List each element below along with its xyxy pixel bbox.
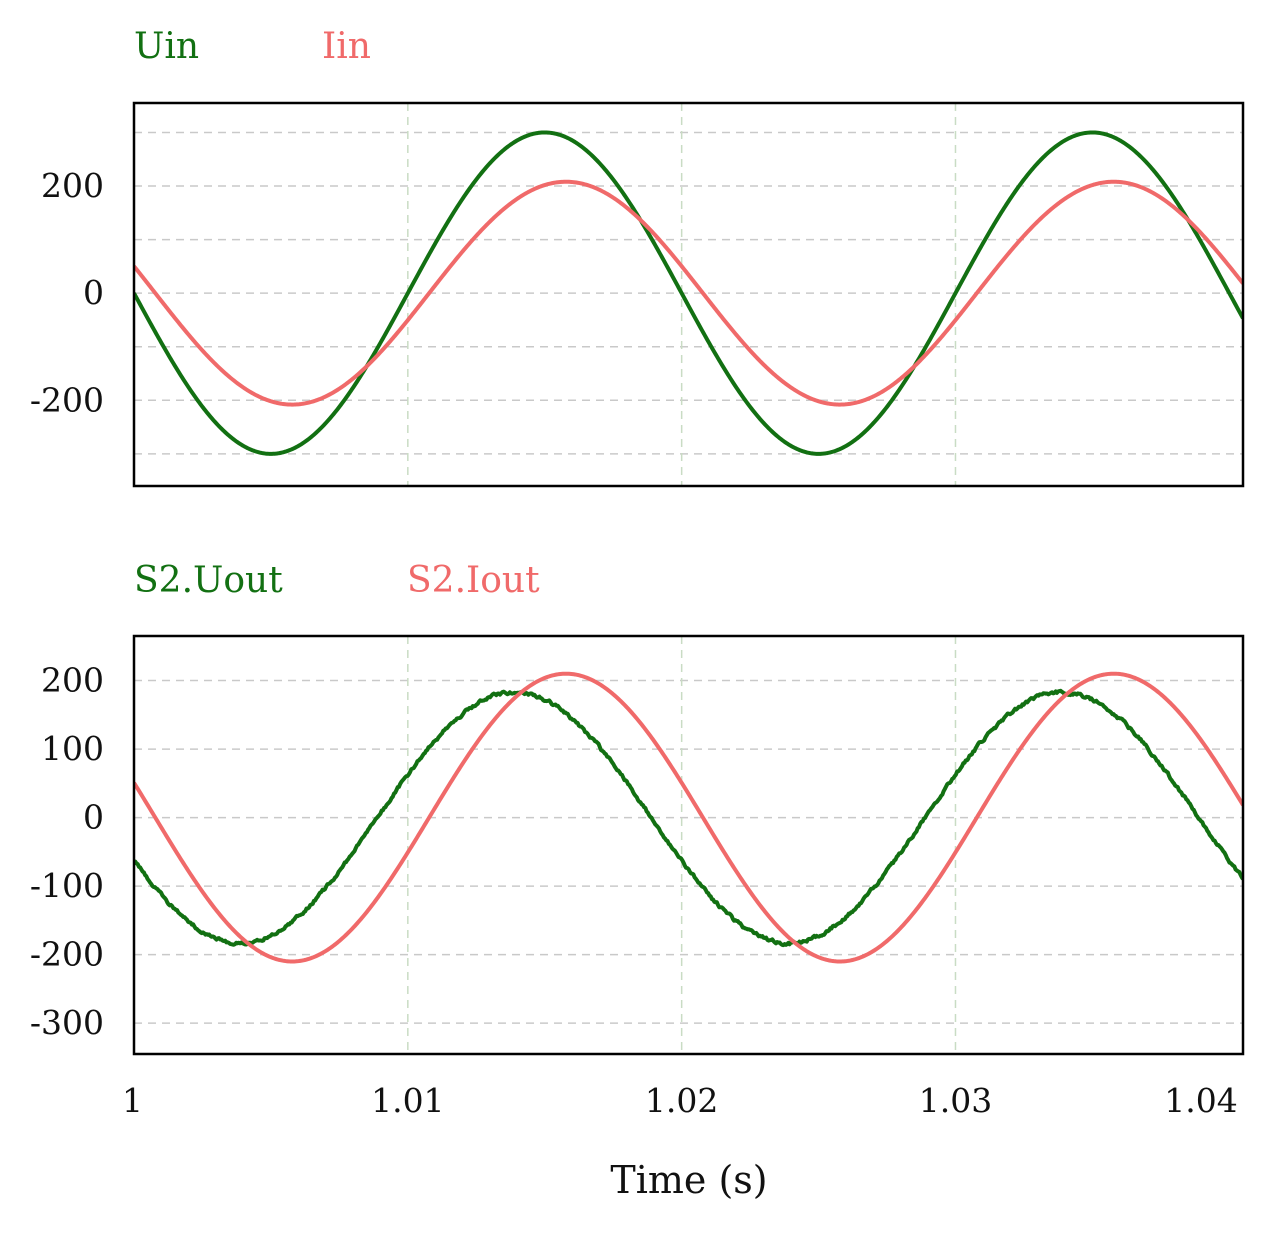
y-tick-label: 200 bbox=[41, 661, 104, 700]
legend-s2-iout: S2.Iout bbox=[407, 560, 540, 601]
y-tick-label: 0 bbox=[83, 798, 104, 837]
y-tick-label: 0 bbox=[83, 273, 104, 312]
series-line-s2-uout bbox=[134, 688, 1243, 948]
y-tick-label: -200 bbox=[30, 935, 104, 974]
plot-frame bbox=[132, 634, 1245, 1056]
x-tick-label: 1.01 bbox=[371, 1081, 444, 1120]
y-tick-label: -300 bbox=[30, 1003, 104, 1042]
y-tick-label: 200 bbox=[41, 166, 104, 205]
legend-s2-uout: S2.Uout bbox=[134, 560, 283, 601]
y-tick-label: -100 bbox=[30, 866, 104, 905]
y-tick-label: 100 bbox=[41, 729, 104, 768]
series-line-s2-iout bbox=[134, 671, 1243, 964]
plot-frame bbox=[132, 101, 1245, 488]
x-tick-label: 1.03 bbox=[919, 1081, 992, 1120]
y-tick-label: -200 bbox=[30, 380, 104, 419]
x-axis-label: Time (s) bbox=[610, 1158, 767, 1202]
x-tick-label: 1.02 bbox=[645, 1081, 718, 1120]
bottom-plot: 200 100 0 -100 -200 -300 bbox=[30, 634, 1245, 1056]
series-line-iin bbox=[134, 179, 1243, 407]
top-plot: 200 0 -200 bbox=[30, 101, 1245, 488]
x-tick-label: 1 bbox=[122, 1081, 143, 1120]
x-tick-label: 1.04 bbox=[1164, 1081, 1237, 1120]
series-line-uin bbox=[134, 130, 1243, 456]
x-tick-labels: 1 1.01 1.02 1.03 1.04 bbox=[122, 1081, 1238, 1120]
legend-uin: Uin bbox=[134, 26, 199, 67]
legend-iin: Iin bbox=[322, 26, 371, 67]
